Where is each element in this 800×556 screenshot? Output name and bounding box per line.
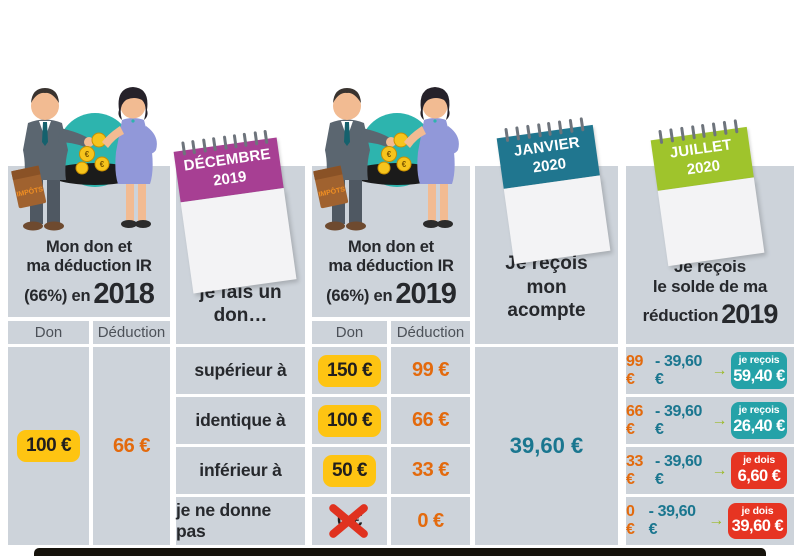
arrow-right-icon: → [711,461,728,479]
deduction-2019-row3: 33 € [391,447,470,494]
deduction-2018-subheader: Déduction [93,321,170,344]
arrow-right-icon: → [711,361,728,379]
svg-text:€: € [402,160,407,169]
solde-row-4: 0 € - 39,60 € → je dois 39,60 € [626,497,794,545]
result-badge-owe: je dois 6,60 € [731,452,787,489]
acompte-cell: 39,60 € [475,347,618,545]
calendar-july-2020: JUILLET 2020 [650,119,765,266]
deduction-2019-row4: 0 € [391,497,470,545]
solde-row-1: 99 € - 39,60 € → je reçois 59,40 € [626,347,794,394]
don-2019-row1: 150 € [312,347,387,394]
result-badge-receive: je reçois 26,40 € [731,402,787,439]
year-solde-2019: 2019 [721,298,778,329]
donor-couple-illustration-2018: IMPÔTS € € [11,87,157,231]
solde-row-3: 33 € - 39,60 € → je dois 6,60 € [626,447,794,494]
bottom-band [34,548,766,556]
don-2018-value: 100 € [16,430,81,462]
deduction-2018-value: 66 € [113,434,150,457]
deduction-2019-subheader: Déduction [391,321,470,344]
calendar-january-2020: JANVIER 2020 [496,117,611,264]
row-label-identique: identique à [176,397,305,444]
year-2018: 2018 [93,278,155,311]
svg-text:€: € [100,160,105,169]
year-2019: 2019 [395,278,457,311]
don-2019-row3: 50 € [312,447,387,494]
calendar-december-2019: DÉCEMBRE 2019 [173,129,297,294]
column-2018-title: Mon don et ma déduction IR (66%) en 2018 [24,237,155,311]
arrow-right-icon: → [711,411,728,429]
don-2019-subheader: Don [312,321,387,344]
euro-coins-icon: € € [377,132,412,175]
row-label-superieur: supérieur à [176,347,305,394]
column-2019-title: Mon don et ma déduction IR (66%) en 2019 [326,237,457,311]
don-2018-subheader: Don [8,321,89,344]
je-recois-mon-acompte-label: Je reçois mon acompte [505,253,588,321]
don-2019-row4-crossed: 0 € [312,497,387,545]
calendar-page [657,176,765,266]
solde-title: Je reçois le solde de ma réduction 2019 [642,256,779,329]
solde-row-2: 66 € - 39,60 € → je reçois 26,40 € [626,397,794,444]
don-2018-cell: 100 € [8,347,89,545]
row-label-je-ne-donne-pas: je ne donne pas [176,497,305,545]
result-badge-receive: je reçois 59,40 € [731,352,787,389]
row-label-inferieur: inférieur à [176,447,305,494]
deduction-2019-row1: 99 € [391,347,470,394]
calendar-page [503,174,611,264]
svg-text:€: € [387,150,392,159]
result-badge-owe: je dois 39,60 € [727,502,787,540]
arrow-right-icon: → [708,512,724,529]
euro-coins-icon: € € [75,132,110,175]
donor-couple-illustration-2019: IMPÔTS € € [313,87,459,231]
deduction-2018-cell: 66 € [93,347,170,545]
deduction-2019-row2: 66 € [391,397,470,444]
calendar-page [180,187,297,294]
acompte-value: 39,60 € [509,433,584,458]
don-2019-row2: 100 € [312,397,387,444]
svg-text:€: € [85,150,90,159]
